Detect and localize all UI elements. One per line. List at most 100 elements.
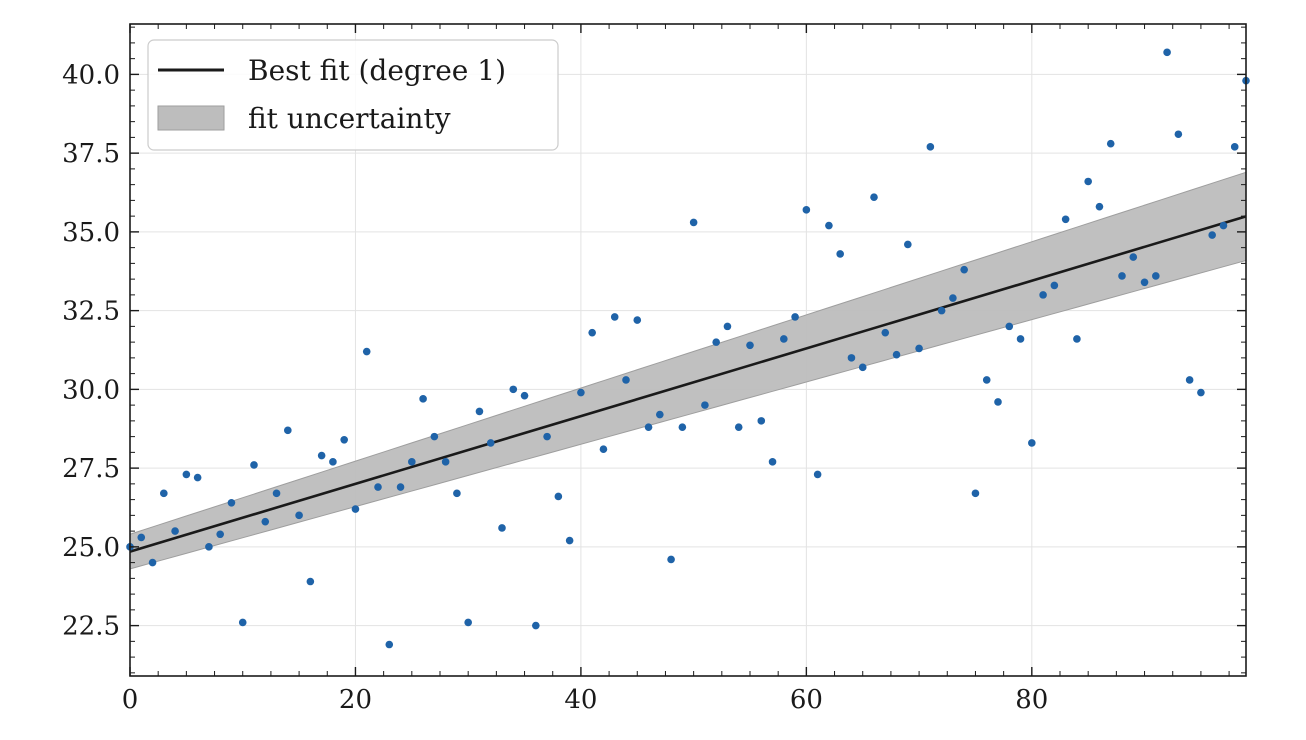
data-point bbox=[622, 376, 630, 384]
data-point bbox=[1005, 322, 1014, 331]
data-point bbox=[825, 221, 833, 230]
x-tick-label: 80 bbox=[1015, 685, 1048, 715]
data-point bbox=[949, 294, 957, 302]
data-point bbox=[317, 451, 326, 460]
data-point bbox=[351, 505, 360, 513]
data-point bbox=[746, 341, 754, 350]
data-point bbox=[1106, 139, 1115, 148]
legend: Best fit (degree 1) fit uncertainty bbox=[147, 39, 559, 151]
y-tick-label: 30.0 bbox=[62, 375, 120, 405]
data-point bbox=[971, 489, 980, 498]
legend-band-swatch bbox=[157, 105, 225, 131]
data-point bbox=[813, 470, 822, 479]
data-point bbox=[216, 530, 224, 539]
data-point bbox=[1174, 130, 1183, 139]
axis-ticks bbox=[129, 24, 1246, 676]
y-tick-labels: 22.5 25.0 27.5 30.0 32.5 35.0 37.5 40.0 bbox=[62, 60, 120, 641]
data-point bbox=[599, 445, 608, 454]
data-point bbox=[272, 489, 281, 498]
y-tick-label: 22.5 bbox=[62, 612, 120, 642]
data-point bbox=[1039, 291, 1047, 299]
data-point bbox=[362, 347, 371, 356]
data-point bbox=[532, 621, 540, 630]
best-fit-line bbox=[129, 215, 1247, 553]
data-point bbox=[1028, 439, 1036, 447]
data-point bbox=[453, 489, 461, 498]
data-point bbox=[858, 363, 867, 372]
data-point bbox=[498, 524, 506, 532]
data-point bbox=[847, 354, 856, 362]
data-point bbox=[915, 344, 923, 353]
data-point bbox=[610, 313, 619, 321]
y-tick-label: 25.0 bbox=[62, 533, 120, 563]
data-point bbox=[486, 439, 495, 447]
data-point bbox=[261, 517, 270, 526]
y-tick-label: 40.0 bbox=[62, 60, 120, 90]
data-point bbox=[385, 640, 394, 649]
data-point bbox=[892, 350, 901, 359]
y-tick-label: 27.5 bbox=[62, 454, 120, 484]
data-point bbox=[1197, 388, 1205, 397]
x-tick-labels: 0 20 40 60 80 bbox=[122, 685, 1049, 715]
data-point bbox=[678, 423, 687, 431]
data-point bbox=[1061, 215, 1070, 224]
data-point bbox=[757, 417, 766, 425]
data-point bbox=[464, 618, 472, 627]
data-point bbox=[667, 555, 675, 564]
data-point bbox=[441, 458, 450, 466]
data-point bbox=[836, 250, 844, 258]
data-point bbox=[543, 432, 551, 441]
data-point bbox=[1073, 335, 1081, 343]
legend-label-fit-uncertainty: fit uncertainty bbox=[248, 102, 451, 135]
data-point bbox=[1163, 48, 1171, 57]
data-point bbox=[791, 313, 799, 321]
data-point bbox=[1140, 278, 1149, 287]
data-point bbox=[160, 489, 168, 498]
data-point bbox=[656, 410, 664, 419]
data-point bbox=[701, 401, 709, 409]
data-point bbox=[509, 385, 518, 394]
data-point bbox=[1118, 272, 1126, 280]
data-point bbox=[588, 328, 596, 337]
data-point bbox=[238, 618, 247, 627]
data-point bbox=[1219, 221, 1228, 230]
data-point bbox=[870, 193, 878, 202]
data-point bbox=[1050, 281, 1059, 290]
data-point bbox=[250, 461, 258, 469]
plot-frame bbox=[129, 23, 1247, 677]
data-point bbox=[182, 470, 191, 479]
x-tick-label: 0 bbox=[122, 685, 139, 715]
data-point bbox=[340, 435, 348, 444]
data-point bbox=[1230, 143, 1239, 151]
data-point bbox=[802, 206, 811, 214]
data-point bbox=[644, 423, 653, 431]
x-tick-label: 40 bbox=[564, 685, 597, 715]
data-point bbox=[284, 426, 292, 435]
data-point bbox=[419, 395, 427, 403]
legend-box bbox=[147, 39, 559, 151]
data-point bbox=[1152, 272, 1160, 280]
data-point bbox=[633, 316, 642, 324]
data-point bbox=[937, 306, 946, 315]
data-point bbox=[374, 483, 382, 491]
data-point bbox=[1208, 231, 1216, 239]
data-point bbox=[982, 376, 991, 384]
data-point bbox=[960, 265, 968, 274]
data-point bbox=[137, 533, 146, 542]
data-point bbox=[148, 558, 157, 567]
data-point bbox=[295, 511, 303, 520]
data-point bbox=[565, 536, 574, 545]
x-tick-label: 60 bbox=[790, 685, 823, 715]
data-point bbox=[520, 391, 529, 400]
data-point bbox=[689, 218, 698, 227]
data-point bbox=[227, 498, 236, 507]
data-point bbox=[780, 335, 788, 343]
data-point bbox=[475, 407, 484, 416]
data-points bbox=[126, 48, 1250, 649]
data-point bbox=[577, 388, 585, 397]
legend-label-best-fit: Best fit (degree 1) bbox=[248, 54, 506, 87]
fit-line-layer bbox=[129, 215, 1247, 553]
data-point bbox=[768, 458, 777, 466]
data-point bbox=[734, 423, 743, 431]
